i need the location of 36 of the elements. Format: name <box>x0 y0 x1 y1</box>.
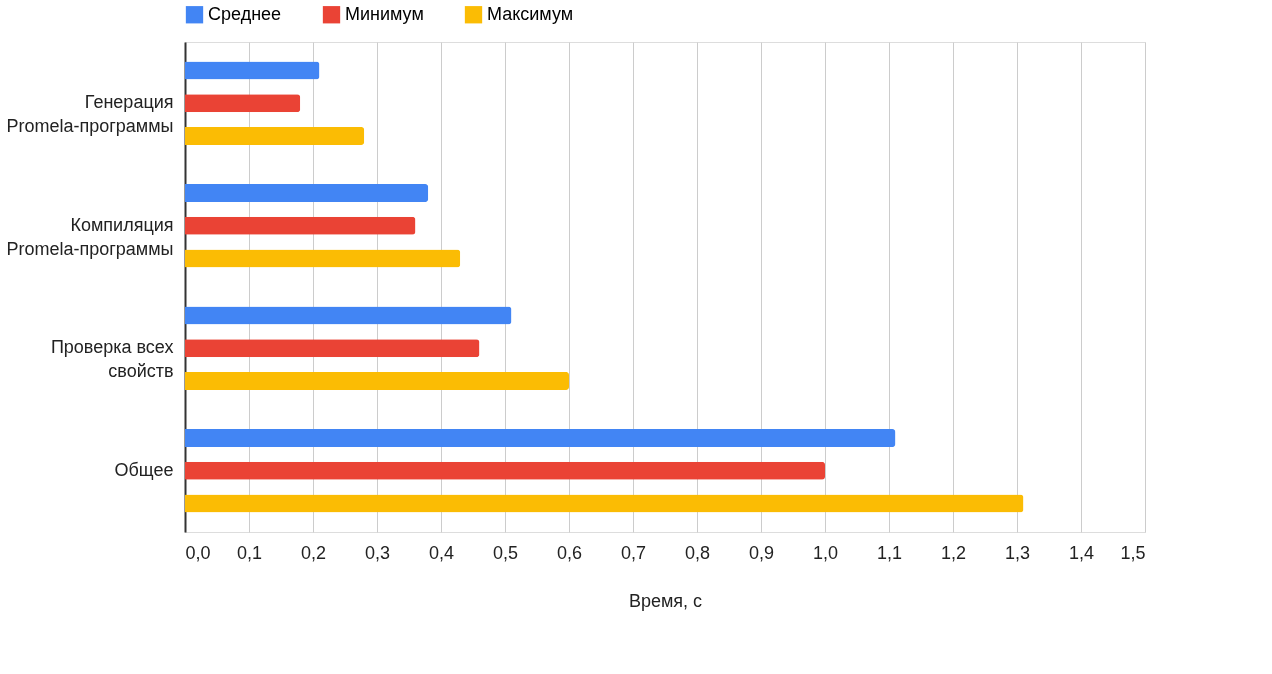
bar <box>185 126 365 145</box>
bar <box>185 184 429 203</box>
bar <box>185 339 480 358</box>
x-tick-label: 0,2 <box>300 542 327 563</box>
x-tick-label: 0,1 <box>236 542 263 563</box>
x-tick-label: 1,0 <box>812 542 839 563</box>
y-tick-label: Общее <box>114 459 174 480</box>
x-tick-label: 0,8 <box>684 542 711 563</box>
x-tick-label: 0,9 <box>748 542 775 563</box>
x-tick-label: 0,7 <box>620 542 647 563</box>
legend-label: Минимум <box>345 3 424 24</box>
y-tick-label: Генерация Promela-программы <box>6 92 174 137</box>
x-tick-label: 1,3 <box>1004 542 1031 563</box>
x-tick-label: 0,0 <box>185 542 211 563</box>
x-tick-label: 1,5 <box>1120 542 1146 563</box>
x-tick-label: 0,4 <box>428 542 455 563</box>
bar <box>185 306 512 325</box>
bar <box>185 461 825 480</box>
x-tick-label: 1,4 <box>1068 542 1095 563</box>
bar <box>185 216 416 235</box>
bar <box>185 61 320 80</box>
bar <box>185 94 301 113</box>
x-tick-label: 1,1 <box>876 542 903 563</box>
legend-label: Среднее <box>208 3 282 24</box>
x-tick-label: 1,2 <box>940 542 967 563</box>
bar <box>185 249 461 268</box>
x-tick-label: 0,3 <box>364 542 391 563</box>
y-tick-label: Компиляция Promela-программы <box>6 214 174 259</box>
bar <box>185 494 1024 513</box>
legend-label: Максимум <box>487 3 574 24</box>
bar <box>185 429 896 448</box>
y-tick-label: Проверка всех свойств <box>50 337 174 382</box>
x-tick-label: 0,5 <box>492 542 519 563</box>
x-tick-label: 0,6 <box>556 542 583 563</box>
bar <box>185 371 569 390</box>
x-axis-title: Время, с <box>628 590 703 611</box>
